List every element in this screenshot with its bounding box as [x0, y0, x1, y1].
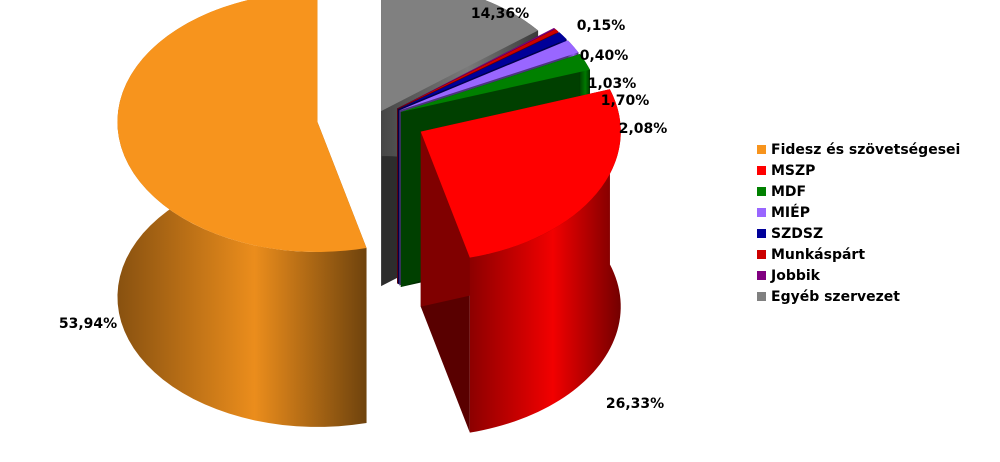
legend-label-4: SZDSZ [771, 226, 823, 242]
legend-entry-5: Munkáspárt [757, 247, 865, 263]
legend-label-2: MDF [771, 184, 806, 200]
pie-slice-top-3 [399, 40, 579, 111]
legend-label-6: Jobbik [770, 268, 821, 284]
legend-swatch-5 [757, 250, 766, 259]
legend-label-1: MSZP [771, 163, 815, 179]
pie-value-labels: 53,94% 26,33% 2,08% 1,70%1,03% 0,40% 0,15% 14,… [59, 6, 667, 412]
pie-slice-wall-1 [469, 89, 621, 433]
pie-slice-top-5 [397, 29, 559, 109]
legend-swatch-7 [757, 292, 766, 301]
pie-value-label-3: 1,70% [601, 93, 650, 109]
legend-label-3: MIÉP [771, 204, 810, 221]
legend-entry-3: MIÉP [757, 204, 810, 221]
legend-entry-1: MSZP [757, 163, 815, 179]
pie-slice-top-7 [381, 0, 539, 112]
legend-entry-4: SZDSZ [757, 226, 823, 242]
legend: Fidesz és szövetségesei MSZP MDF MIÉP SZDSZ M… [757, 142, 960, 305]
legend-entry-7: Egyéb szervezet [757, 289, 900, 305]
pie-value-label-6: 0,15% [577, 18, 626, 34]
legend-label-5: Munkáspárt [771, 247, 865, 263]
pie-slice-top-6 [397, 27, 556, 109]
pie-value-label-0: 53,94% [59, 316, 117, 332]
legend-label-7: Egyéb szervezet [771, 289, 900, 305]
pie-value-label-7: 14,36% [471, 6, 529, 22]
pie-value-label-2: 2,08% [619, 121, 668, 137]
legend-swatch-4 [757, 229, 766, 238]
legend-label-0: Fidesz és szövetségesei [771, 142, 960, 158]
legend-swatch-0 [757, 145, 766, 154]
legend-swatch-2 [757, 187, 766, 196]
legend-entry-6: Jobbik [757, 268, 821, 284]
pie-slice-1 [420, 89, 621, 433]
pie-slice-top-2 [400, 54, 590, 113]
pie-plot-area [117, 0, 621, 433]
pie-slice-top-1 [420, 89, 621, 258]
legend-swatch-6 [757, 271, 766, 280]
pie-slice-top-0 [117, 0, 367, 252]
pie-slice-0 [117, 0, 367, 427]
pie-value-label-1: 26,33% [606, 396, 664, 412]
pie-value-label-4: 1,03% [588, 76, 637, 92]
legend-entry-0: Fidesz és szövetségesei [757, 142, 960, 158]
pie-value-label-5: 0,40% [580, 48, 629, 64]
pie-slice-top-4 [398, 32, 567, 110]
legend-swatch-1 [757, 166, 766, 175]
legend-swatch-3 [757, 208, 766, 217]
legend-entry-2: MDF [757, 184, 806, 200]
